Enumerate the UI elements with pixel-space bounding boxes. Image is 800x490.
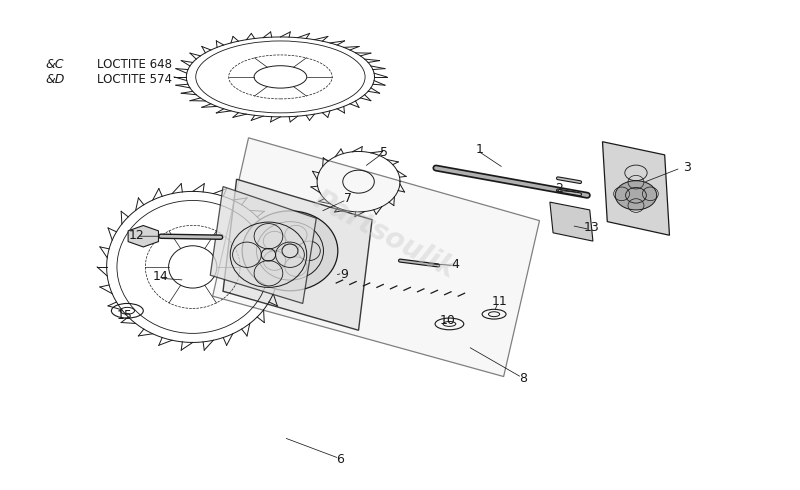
Polygon shape — [602, 142, 670, 235]
Text: 14: 14 — [153, 270, 169, 283]
Text: 4: 4 — [452, 258, 460, 271]
Ellipse shape — [242, 211, 338, 291]
Polygon shape — [128, 225, 158, 247]
Text: Partsoulik: Partsoulik — [308, 186, 460, 285]
Text: 11: 11 — [492, 294, 507, 308]
Text: 10: 10 — [440, 314, 456, 327]
Text: &C: &C — [46, 58, 64, 71]
Polygon shape — [210, 187, 316, 303]
Text: 13: 13 — [583, 221, 599, 234]
Text: 2: 2 — [555, 182, 563, 196]
Text: &D: &D — [46, 73, 65, 86]
Text: 9: 9 — [340, 268, 348, 281]
Ellipse shape — [615, 181, 657, 210]
Text: LOCTITE 574: LOCTITE 574 — [97, 73, 172, 86]
Text: 3: 3 — [683, 161, 691, 173]
Text: 1: 1 — [476, 144, 484, 156]
Text: 8: 8 — [519, 372, 527, 386]
Text: 5: 5 — [380, 146, 388, 159]
Polygon shape — [550, 202, 593, 241]
Text: 7: 7 — [344, 192, 352, 205]
Text: 6: 6 — [336, 453, 344, 466]
Polygon shape — [213, 138, 539, 376]
Polygon shape — [223, 179, 372, 330]
Text: LOCTITE 648: LOCTITE 648 — [97, 58, 172, 71]
Text: 12: 12 — [129, 229, 145, 242]
Text: 15: 15 — [117, 309, 133, 322]
